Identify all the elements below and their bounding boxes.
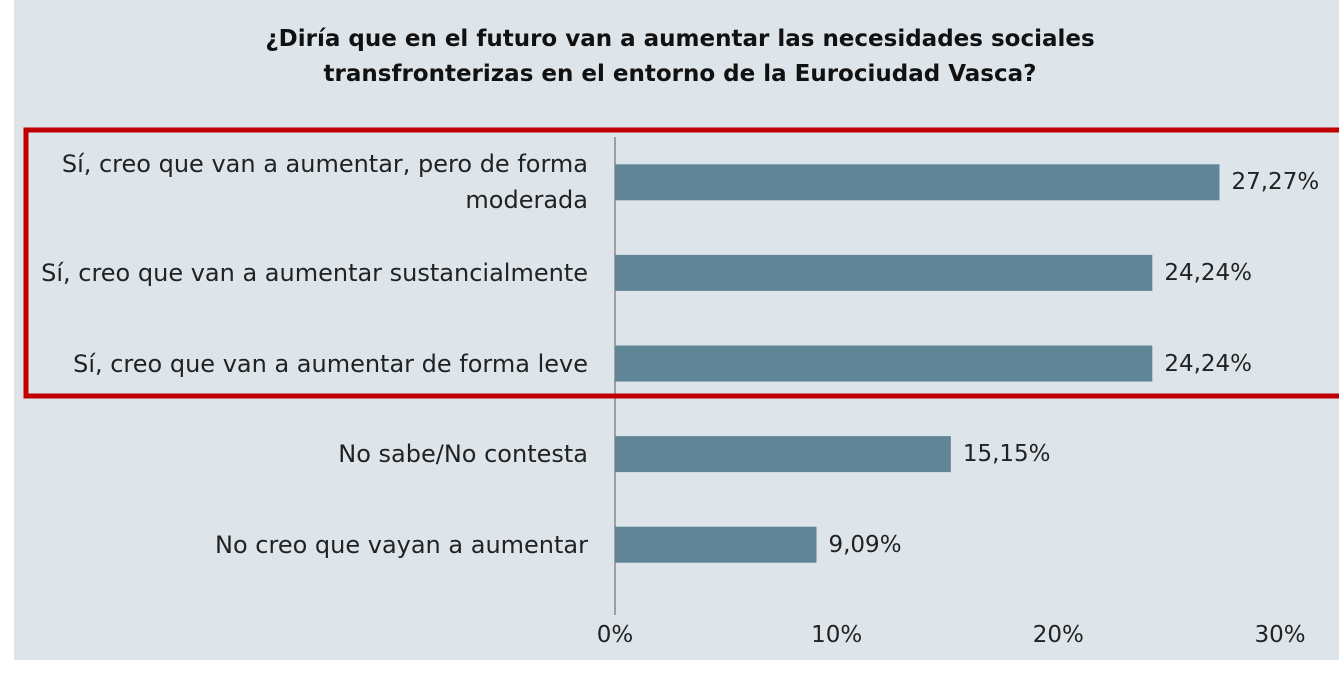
value-label: 24,24% — [1164, 259, 1253, 286]
value-label: 15,15% — [962, 441, 1051, 468]
category-label: Sí, creo que van a aumentar de forma lev… — [73, 349, 588, 378]
category-label: Sí, creo que van a aumentar, pero de for… — [61, 150, 588, 215]
x-tick-label: 20% — [1032, 622, 1084, 648]
category-label: No sabe/No contesta — [338, 440, 588, 469]
category-label: No creo que vayan a aumentar — [215, 530, 588, 559]
category-label: Sí, creo que van a aumentar sustancialme… — [41, 258, 588, 287]
value-label: 24,24% — [1164, 350, 1253, 377]
bar — [615, 436, 951, 473]
bar — [615, 526, 817, 563]
bar — [615, 254, 1153, 291]
value-label: 27,27% — [1231, 169, 1320, 196]
bar — [615, 345, 1153, 382]
x-tick-label: 30% — [1254, 622, 1306, 648]
x-tick-label: 0% — [596, 622, 634, 648]
highlight-box — [23, 127, 1339, 399]
x-tick-label: 10% — [811, 622, 863, 648]
bar — [615, 164, 1220, 201]
value-label: 9,09% — [828, 531, 902, 558]
chart-title: ¿Diría que en el futuro van a aumentar l… — [265, 26, 1095, 87]
